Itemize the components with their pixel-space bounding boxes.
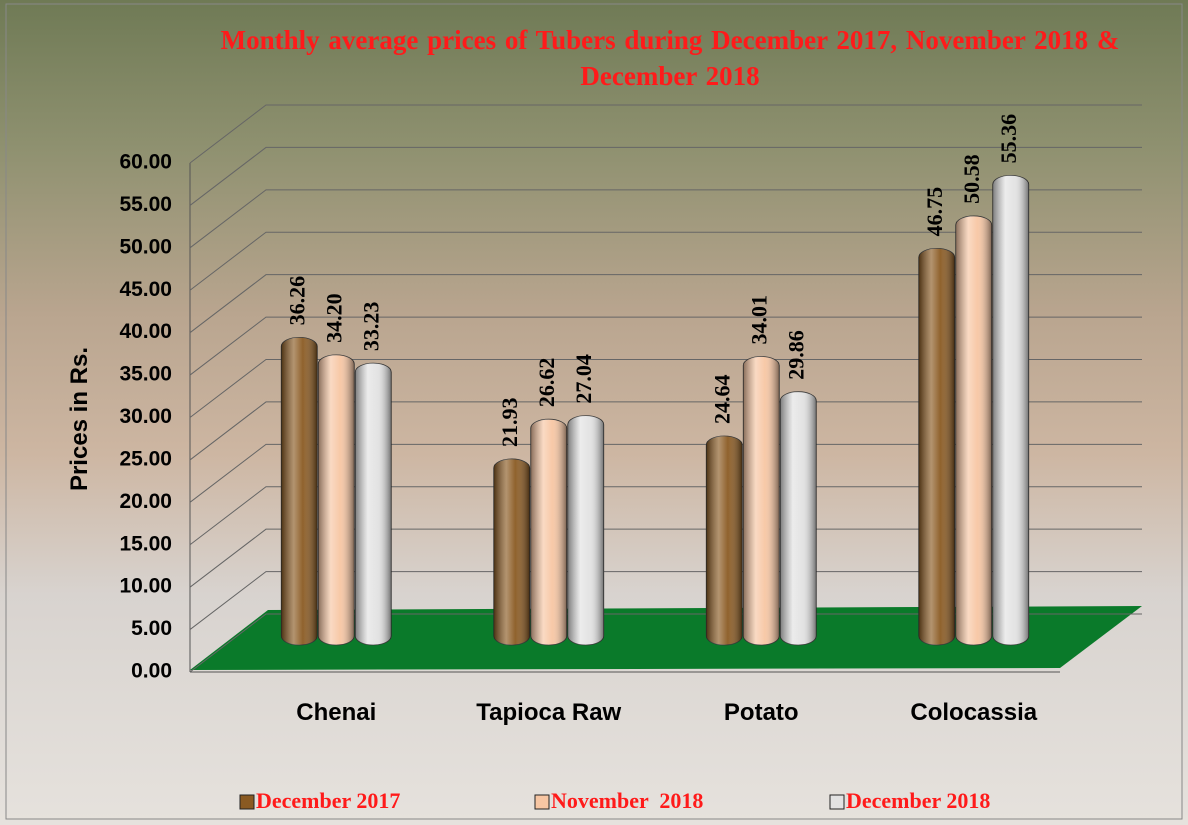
bar-shade — [530, 419, 567, 645]
y-tick-label: 35.00 — [119, 363, 172, 386]
grid-line — [189, 401, 1142, 461]
bar-shade — [992, 175, 1029, 645]
bar-group — [567, 415, 605, 646]
floor — [190, 606, 1142, 670]
value-label: 50.58 — [959, 154, 984, 204]
y-axis-label: Prices in Rs. — [66, 346, 93, 492]
chart-title: Monthly average prices of Tubers during … — [220, 25, 1120, 91]
y-tick-label: 45.00 — [119, 278, 172, 301]
bar-shade — [918, 248, 955, 645]
grid-line — [189, 104, 1142, 164]
bar-shade — [567, 415, 604, 645]
value-label: 36.26 — [284, 276, 309, 326]
bar-group — [705, 435, 743, 646]
grid-line — [189, 146, 1142, 206]
grid-line — [189, 613, 1142, 673]
value-label: 29.86 — [783, 330, 808, 380]
grid-line — [189, 443, 1142, 503]
y-tick-label: 0.00 — [131, 660, 172, 683]
value-label: 34.01 — [746, 295, 771, 345]
y-tick-label: 30.00 — [119, 405, 172, 428]
bar-shade — [955, 215, 992, 645]
legend-label: November 2018 — [551, 788, 703, 813]
legend-swatch — [534, 794, 550, 810]
grid-line — [189, 231, 1142, 291]
grid-line — [189, 274, 1142, 334]
bar-group — [280, 336, 318, 646]
legend-label: December 2017 — [256, 788, 400, 813]
y-tick-label: 50.00 — [119, 235, 172, 258]
value-label: 34.20 — [321, 293, 346, 343]
y-tick-label: 20.00 — [119, 490, 172, 513]
y-tick-label: 15.00 — [119, 532, 172, 555]
value-label: 27.04 — [571, 354, 596, 404]
x-tick-label: Chenai — [296, 699, 377, 726]
y-tick-label: 10.00 — [119, 575, 172, 598]
bar-group — [493, 458, 531, 646]
grid-line — [189, 571, 1142, 630]
y-tick-label: 40.00 — [119, 320, 172, 343]
frame — [5, 3, 1183, 820]
y-tick-label: 55.00 — [119, 193, 172, 216]
grid-line — [189, 189, 1142, 249]
bar-shade — [493, 458, 530, 645]
grid-line — [189, 486, 1142, 546]
bar-group — [530, 418, 568, 646]
value-label: 33.23 — [358, 302, 383, 352]
x-tick-label: Tapioca Raw — [476, 699, 622, 726]
bar-shade — [780, 391, 817, 645]
value-label: 21.93 — [497, 397, 522, 447]
bar-shade — [355, 363, 392, 645]
bar-group — [742, 356, 780, 646]
bar-group — [354, 362, 392, 646]
value-label: 24.64 — [709, 374, 734, 424]
legend-swatch — [829, 794, 845, 810]
y-tick-label: 25.00 — [119, 447, 172, 470]
grid-line — [189, 359, 1142, 418]
value-label: 26.62 — [534, 358, 559, 408]
bar-group — [955, 215, 993, 646]
legend-swatch — [239, 794, 255, 810]
bar-shade — [281, 337, 318, 645]
grid-line — [189, 528, 1142, 588]
y-tick-label: 5.00 — [131, 617, 172, 640]
bar-shade — [706, 435, 743, 645]
bar-group — [918, 248, 956, 646]
bar-group — [992, 174, 1030, 646]
legend-label: December 2018 — [846, 788, 990, 813]
bar-shade — [743, 356, 780, 645]
value-label: 46.75 — [922, 187, 947, 237]
y-tick-label: 60.00 — [119, 151, 172, 174]
x-tick-label: Potato — [723, 699, 799, 726]
value-label: 55.36 — [996, 114, 1021, 164]
bar-group — [317, 354, 355, 646]
bar-shade — [318, 354, 355, 645]
x-tick-label: Colocassia — [910, 699, 1038, 726]
bar-group — [779, 391, 817, 646]
grid-line — [189, 316, 1142, 376]
